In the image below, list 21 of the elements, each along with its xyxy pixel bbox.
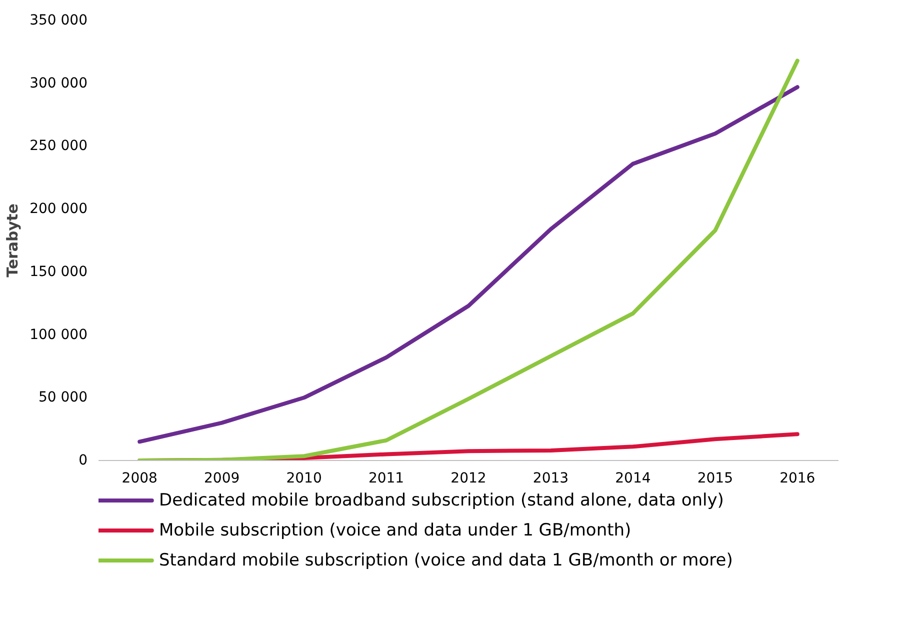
y-tick-label: 50 000 (38, 390, 88, 406)
legend-label: Standard mobile subscription (voice and data 1 GB/month or more) (159, 550, 733, 570)
x-tick-label: 2015 (697, 470, 733, 486)
y-tick-label: 300 000 (30, 75, 88, 92)
y-tick-label: 0 (78, 452, 88, 468)
x-tick-label: 2013 (532, 470, 569, 486)
x-tick-label: 2010 (286, 470, 322, 486)
x-tick-label: 2008 (122, 470, 158, 486)
y-tick-label: 100 000 (30, 326, 88, 343)
y-tick-label: 200 000 (30, 201, 88, 218)
x-tick-label: 2016 (780, 470, 816, 486)
y-tick-label: 150 000 (30, 264, 88, 280)
x-tick-label: 2012 (450, 470, 486, 486)
x-tick-label: 2009 (204, 470, 240, 486)
legend-label: Mobile subscription (voice and data under 1 GB/month) (159, 520, 632, 540)
y-tick-label: 350 000 (30, 12, 88, 28)
legend-label: Dedicated mobile broadband subscription (stand alone, data only) (159, 490, 724, 510)
y-axis-title: Terabyte (4, 204, 22, 278)
x-tick-label: 2011 (368, 470, 404, 486)
x-tick-label: 2014 (615, 470, 651, 486)
y-tick-label: 250 000 (30, 138, 88, 154)
